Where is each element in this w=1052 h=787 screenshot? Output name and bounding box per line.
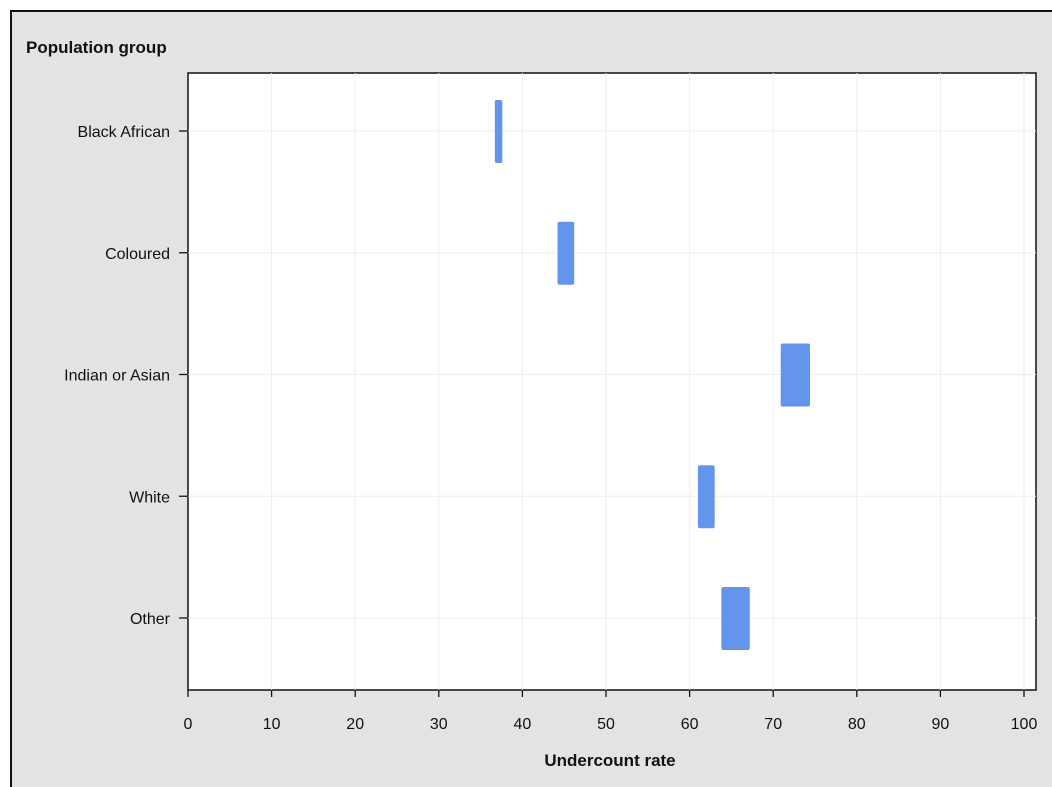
x-tick-label: 100 (1011, 716, 1038, 733)
x-axis-ticks: 0 10 20 30 40 50 60 70 80 90 100 (184, 690, 1038, 733)
x-tick-label: 20 (346, 716, 364, 733)
plot-area (187, 72, 1037, 691)
range-bar (780, 343, 810, 407)
grid-lines (188, 73, 1036, 690)
y-tick-label: Black African (78, 124, 170, 141)
y-tick-label: Indian or Asian (64, 368, 170, 385)
y-tick-label: Coloured (105, 246, 170, 263)
x-tick-label: 40 (514, 716, 532, 733)
x-tick-label: 50 (597, 716, 615, 733)
x-tick-label: 80 (848, 716, 866, 733)
y-tick-label: Other (130, 611, 171, 628)
range-bar (494, 100, 503, 163)
range-bar (697, 465, 715, 529)
x-tick-label: 90 (932, 716, 950, 733)
x-tick-label: 30 (430, 716, 448, 733)
y-axis-title: Population group (26, 38, 167, 57)
range-bars (494, 100, 810, 650)
x-tick-label: 0 (184, 716, 193, 733)
x-tick-label: 60 (681, 716, 699, 733)
y-axis-ticks: Black African Coloured Indian or Asian Whit… (64, 124, 188, 628)
x-tick-label: 70 (764, 716, 782, 733)
x-tick-label: 10 (263, 716, 281, 733)
x-axis-title: Undercount rate (544, 751, 675, 770)
range-bar (557, 221, 575, 285)
range-bar (721, 587, 750, 650)
y-tick-label: White (129, 489, 170, 506)
